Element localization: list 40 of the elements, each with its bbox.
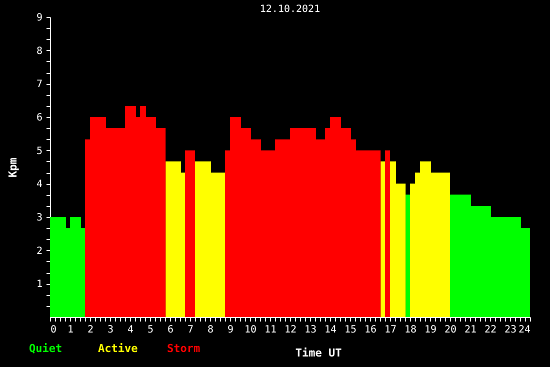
y-tick-label: 6 [36,112,42,124]
chart-title: 12.10.2021 [260,4,320,15]
text: Quiet [29,342,62,355]
x-tick-label: 19 [424,324,437,336]
x-tick-label: 4 [127,324,134,336]
y-tick-label: 3 [36,212,42,224]
x-tick-label: 24 [518,324,530,336]
text: Active [98,342,138,355]
y-tick-label: 7 [36,79,42,90]
x-axis-title: Time UT [295,346,342,360]
x-tick-label: 16 [364,324,377,336]
x-tick-label: 12 [284,324,297,336]
x-tick-label: 14 [324,324,337,336]
y-tick-label: 4 [36,179,42,190]
x-tick-label: 17 [384,324,397,336]
text: Storm [167,342,200,355]
x-tick-label: 22 [484,324,497,336]
y-tick-label: 5 [36,146,42,157]
x-tick-label: 21 [464,324,477,336]
x-tick-label: 15 [344,324,357,336]
y-tick-label: 8 [36,46,42,57]
y-tick-label: 9 [36,12,42,24]
x-tick-label: 9 [227,324,234,336]
y-tick-label: 1 [36,279,42,290]
y-axis-title: Kpm [6,157,20,178]
x-tick-label: 3 [107,324,114,336]
x-tick-label: 8 [207,324,214,336]
x-tick-label: 13 [304,324,317,336]
x-tick-label: 18 [404,324,417,336]
x-tick-label: 11 [264,324,277,336]
x-tick-label: 23 [504,324,517,336]
x-tick-label: 2 [87,324,94,336]
y-tick-label: 2 [36,246,42,257]
x-tick-label: 1 [67,324,74,336]
x-tick-label: 20 [444,324,457,336]
x-tick-label: 10 [244,324,257,336]
x-tick-label: 6 [167,324,174,336]
x-tick-label: 7 [187,324,194,336]
x-tick-label: 0 [50,324,57,336]
x-tick-label: 5 [147,324,154,336]
